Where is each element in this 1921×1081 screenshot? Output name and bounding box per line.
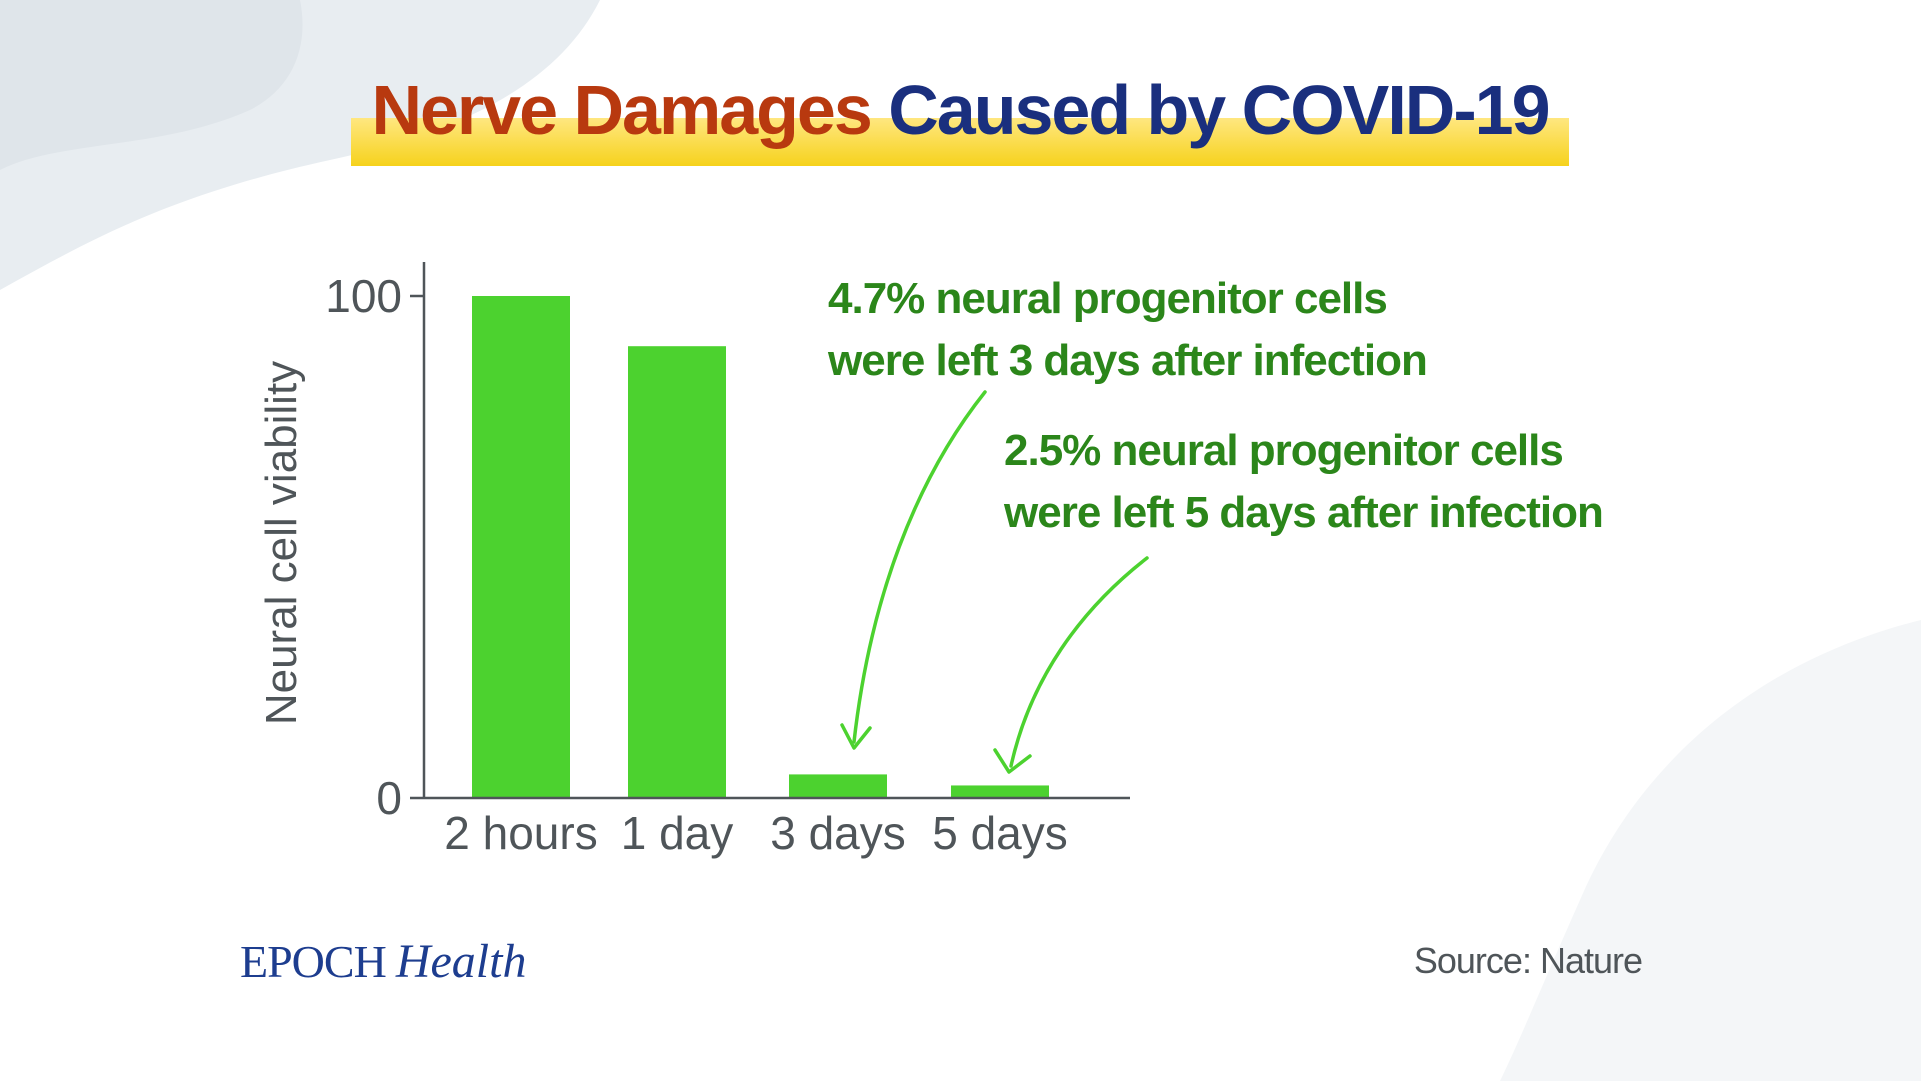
y-tick-label-100: 100 — [325, 270, 402, 322]
bar-5-days — [951, 785, 1049, 798]
arrowhead-3-days — [840, 723, 872, 750]
epoch-health-logo: EPOCH Health — [240, 932, 526, 1003]
arrowhead-5-days — [993, 748, 1032, 774]
page-title: Nerve Damages Caused by COVID-19 — [351, 70, 1569, 150]
arrow-5-days — [1009, 556, 1149, 768]
source-credit: Source: Nature — [1413, 940, 1643, 981]
x-tick-label-2-hours: 2 hours — [444, 807, 597, 859]
bars-layer — [472, 296, 1049, 798]
title-accent-text: Nerve Damages — [371, 71, 872, 149]
bar-2-hours — [472, 296, 570, 798]
annotation-3-days-line-2: were left 3 days after infection — [828, 336, 1428, 385]
title-main-text: Caused by COVID-19 — [888, 71, 1550, 149]
axis-layer: 0 100 2 hours 1 day 3 days 5 days — [325, 262, 1130, 859]
annotation-5-days-line-2: were left 5 days after infection — [1004, 488, 1604, 537]
arrow-3-days — [852, 390, 987, 744]
x-tick-label-3-days: 3 days — [770, 807, 906, 859]
y-axis-title: Neural cell viability — [257, 361, 306, 725]
title-highlight-band — [351, 118, 1569, 166]
annotation-arrows — [840, 390, 1149, 774]
annotation-3-days-line-1: 4.7% neural progenitor cells — [828, 274, 1388, 323]
x-tick-label-1-day: 1 day — [621, 807, 734, 859]
bar-1-day — [628, 346, 726, 798]
y-tick-label-0: 0 — [376, 772, 402, 824]
x-tick-label-5-days: 5 days — [932, 807, 1068, 859]
logo-word-epoch: EPOCH — [240, 936, 387, 987]
bar-3-days — [789, 774, 887, 798]
annotation-5-days-line-1: 2.5% neural progenitor cells — [1004, 426, 1564, 475]
annotation-5-days: 2.5% neural progenitor cells were left 5… — [1004, 420, 1604, 544]
annotation-3-days: 4.7% neural progenitor cells were left 3… — [828, 268, 1428, 392]
logo-word-health: Health — [395, 935, 527, 988]
